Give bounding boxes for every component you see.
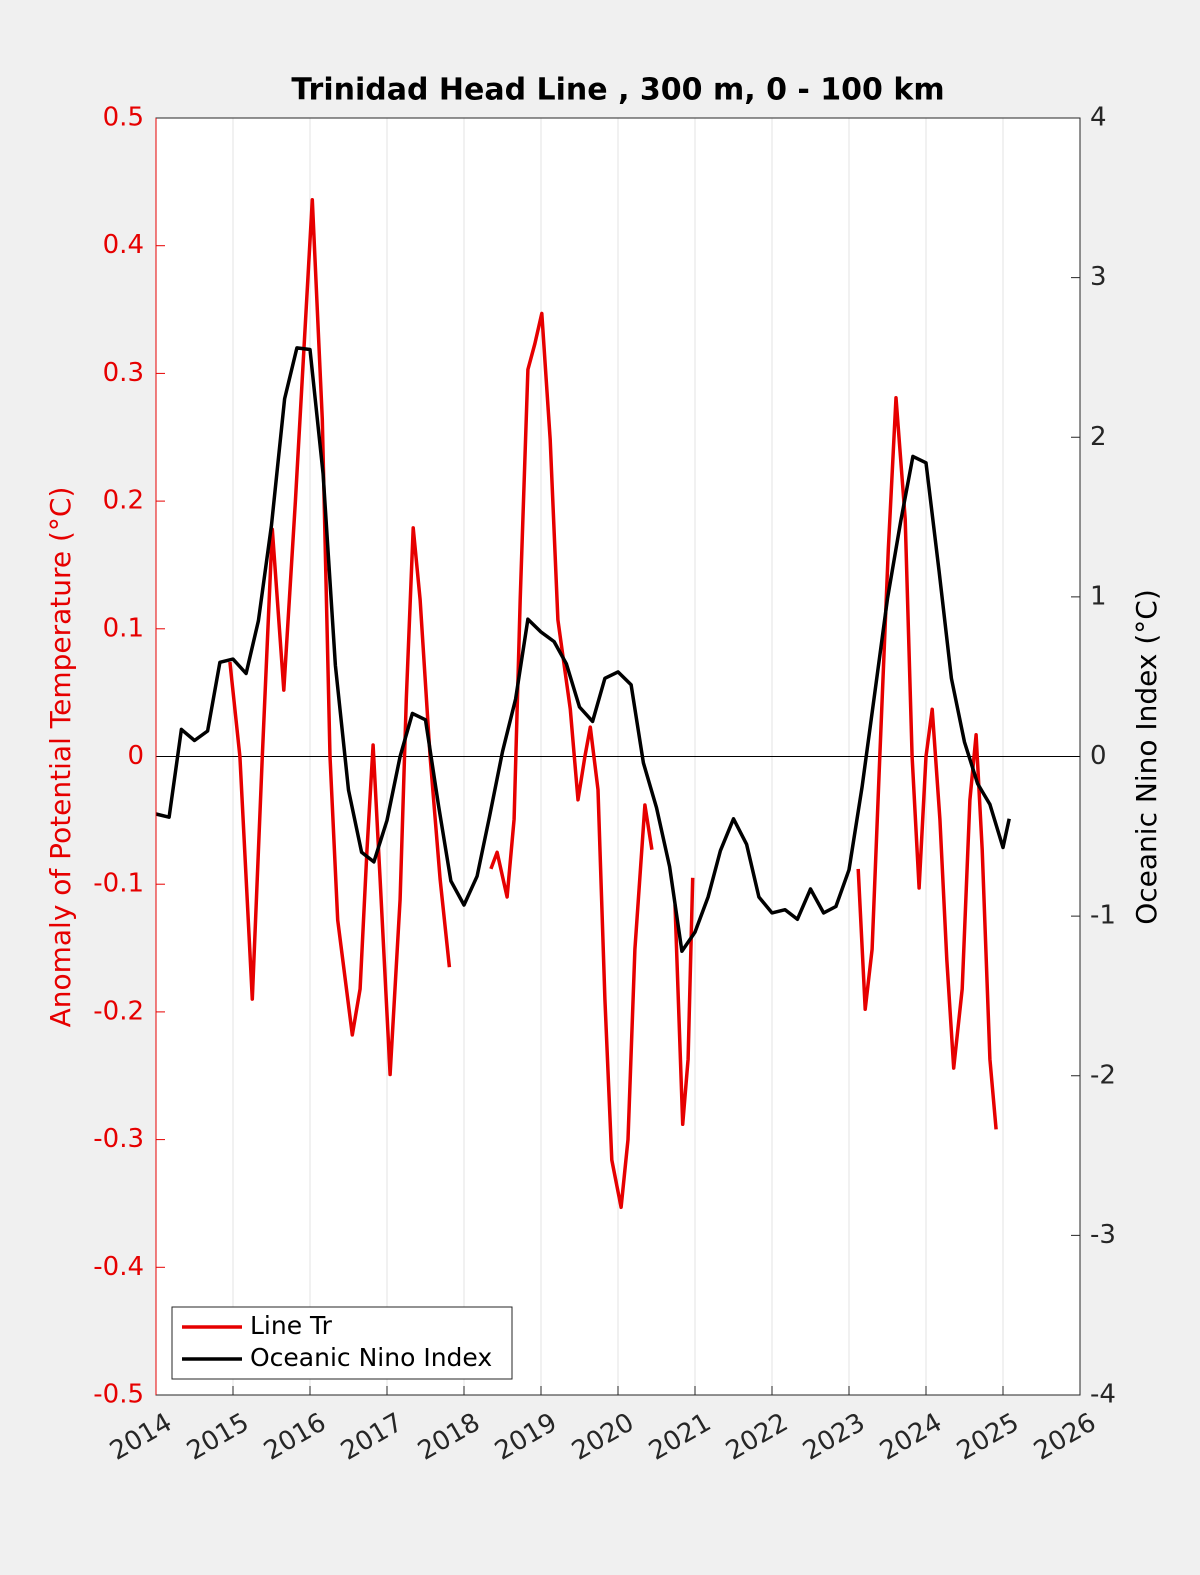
data-line	[155, 346, 1011, 953]
y-tick-label: 0.1	[103, 613, 144, 643]
legend-label: Line Tr	[250, 1311, 333, 1340]
y2-tick-label: 2	[1090, 422, 1107, 452]
y2-tick-label: 3	[1090, 262, 1107, 292]
y-axis-label: Anomaly of Potential Temperature (°C)	[44, 487, 77, 1028]
y2-tick-label: -2	[1090, 1060, 1116, 1090]
y2-tick-label: 0	[1090, 741, 1107, 771]
y2-tick-label: 4	[1090, 103, 1107, 133]
y-tick-label: -0.2	[93, 996, 144, 1026]
y-tick-label: -0.4	[93, 1252, 144, 1282]
y-tick-label: 0.3	[103, 358, 144, 388]
y-tick-label: -0.3	[93, 1124, 144, 1154]
y-tick-label: 0.5	[103, 103, 144, 133]
y2-tick-label: -4	[1090, 1380, 1116, 1410]
y2-axis-label: Oceanic Nino Index (°C)	[1130, 589, 1163, 925]
y-tick-label: 0	[127, 741, 144, 771]
y-tick-label: 0.4	[103, 230, 144, 260]
legend-box	[171, 1306, 513, 1380]
y-tick-label: -0.1	[93, 869, 144, 899]
y-tick-label: 0.2	[103, 486, 144, 516]
y2-tick-label: -1	[1090, 901, 1116, 931]
legend-label: Oceanic Nino Index	[250, 1343, 492, 1372]
chart-title: Trinidad Head Line , 300 m, 0 - 100 km	[291, 73, 944, 108]
y2-tick-label: -3	[1090, 1220, 1116, 1250]
data-line	[228, 197, 998, 1210]
legend: Line Tr Oceanic Nino Index	[171, 1306, 513, 1380]
y2-tick-label: 1	[1090, 581, 1107, 611]
y-tick-label: -0.5	[93, 1380, 144, 1410]
